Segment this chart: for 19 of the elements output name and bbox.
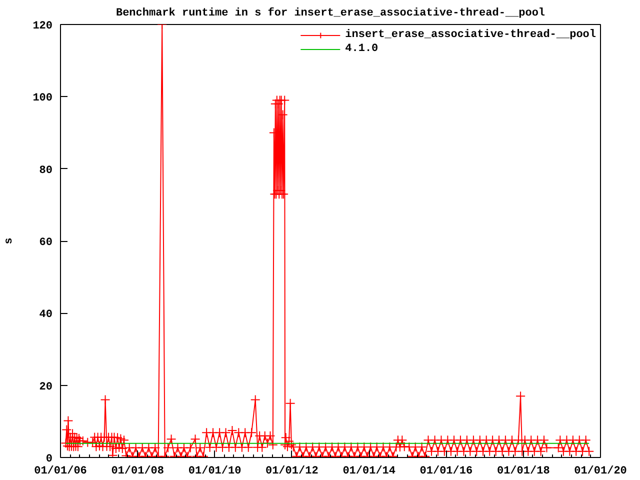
chart-title: Benchmark runtime in s for insert_erase_associative-thread-__pool xyxy=(116,6,546,20)
x-tick-label: 01/01/18 xyxy=(497,466,550,478)
y-tick-label: 20 xyxy=(39,381,52,394)
x-tick-label: 01/01/08 xyxy=(111,466,164,478)
y-tick-label: 40 xyxy=(39,309,52,322)
x-tick-label: 01/01/06 xyxy=(34,466,87,478)
x-tick-label: 01/01/12 xyxy=(265,466,318,478)
x-tick-label: 01/01/10 xyxy=(188,466,242,478)
y-tick-label: 80 xyxy=(39,164,52,177)
y-tick-label: 120 xyxy=(32,20,53,32)
x-tick-label: 01/01/14 xyxy=(342,466,396,478)
y-tick-label: 0 xyxy=(46,454,53,466)
legend-label: 4.1.0 xyxy=(345,42,378,56)
y-tick-label: 100 xyxy=(32,92,53,105)
legend-label: insert_erase_associative-thread-__pool xyxy=(345,28,596,42)
x-tick-label: 01/01/20 xyxy=(574,466,627,478)
y-axis-title: s xyxy=(4,238,16,244)
x-tick-label: 01/01/16 xyxy=(420,466,473,478)
y-tick-label: 60 xyxy=(39,237,52,249)
